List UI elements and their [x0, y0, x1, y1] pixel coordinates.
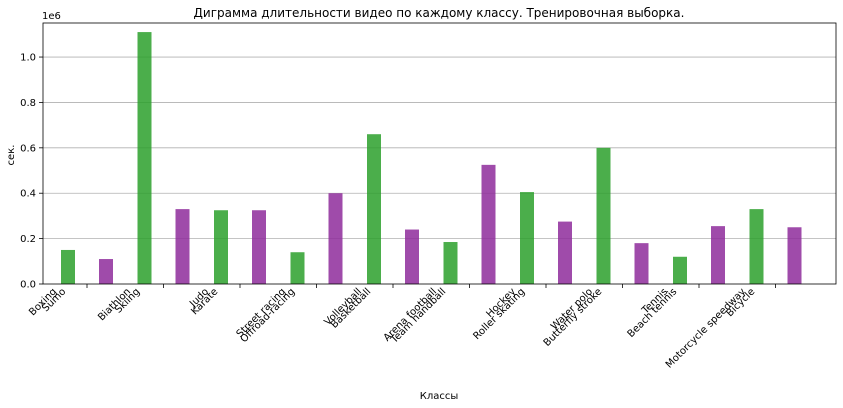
y-axis-label: сек.	[6, 145, 17, 166]
bar-green	[61, 249, 75, 284]
bar-green	[520, 192, 534, 284]
category-label-line2: Beach tennis	[626, 286, 680, 340]
bar-green	[673, 256, 687, 284]
bar-purple	[481, 164, 496, 284]
bar-purple	[634, 243, 649, 284]
category-label-line2: Butterfly stroke	[542, 286, 605, 349]
chart-title: Диграмма длительности видео по каждому к…	[194, 6, 685, 20]
bar-purple	[787, 227, 802, 284]
category-label-line2: Roller skating	[471, 286, 527, 342]
category-label-line2: Team handball	[388, 286, 448, 346]
x-axis-label: Классы	[420, 391, 459, 402]
y-multiplier-label: 1e6	[42, 11, 61, 22]
bars	[61, 32, 802, 284]
y-tick-label: 0.0	[20, 280, 36, 291]
bar-green	[596, 147, 611, 284]
grid-lines	[43, 56, 836, 240]
plot-frame	[42, 22, 837, 285]
bar-green	[367, 134, 381, 284]
bar-purple	[175, 209, 190, 284]
bar-purple	[252, 210, 266, 284]
category-label-line1: Arena football	[382, 286, 439, 343]
bar-purple	[328, 193, 343, 284]
bar-green	[214, 210, 228, 284]
y-tick-label: 0.6	[20, 143, 36, 154]
category-label-line1: Motorcycle speedway	[664, 286, 748, 370]
bar-green	[749, 209, 764, 284]
bar-purple	[711, 226, 725, 284]
bar-green	[137, 32, 152, 284]
y-tick-label: 0.4	[20, 189, 36, 200]
bar-purple	[405, 229, 419, 284]
bar-purple	[99, 259, 113, 284]
bar-purple	[558, 221, 572, 284]
bar-green	[443, 242, 458, 284]
category-label-line2: Offroad-racing	[239, 286, 298, 345]
y-ticks: 0.0 0.2 0.4 0.6 0.8 1.0	[20, 53, 43, 291]
category-label-line1: Street racing	[235, 286, 289, 340]
y-tick-label: 0.2	[20, 234, 36, 245]
y-tick-label: 0.8	[20, 98, 36, 109]
bar-green	[290, 252, 305, 284]
y-tick-label: 1.0	[20, 53, 36, 64]
